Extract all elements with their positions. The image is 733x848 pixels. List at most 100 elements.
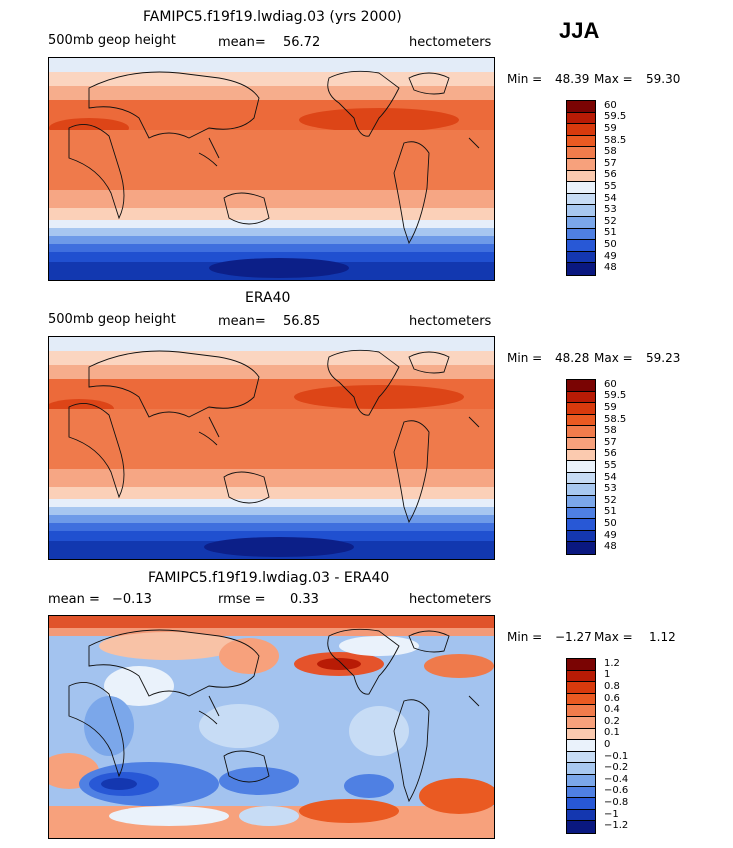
colorbar-swatch	[567, 147, 595, 159]
colorbar-label: 54	[604, 471, 617, 483]
panel1-min-value: 48.39	[555, 72, 590, 86]
colorbar-swatch	[567, 216, 595, 229]
colorbar-swatch	[567, 135, 595, 148]
colorbar-label: 59	[604, 123, 617, 134]
colorbar-label: 50	[604, 239, 617, 250]
colorbar-swatch	[567, 809, 595, 822]
colorbar-swatch	[567, 426, 595, 438]
colorbar-swatch	[567, 472, 595, 485]
panel3-rmse-label: rmse =	[218, 592, 266, 607]
panel1-map-field	[49, 58, 494, 280]
panel2-min-value: 48.28	[555, 351, 590, 365]
panel1-max-value: 59.30	[646, 72, 681, 86]
colorbar-label: 56	[604, 169, 617, 181]
colorbar-label: 57	[604, 157, 617, 169]
colorbar-label: 0.4	[604, 704, 620, 716]
colorbar-swatch	[567, 263, 595, 275]
colorbar-label: 0.1	[604, 727, 620, 739]
panel2-map-field	[49, 337, 494, 559]
colorbar-label: 51	[604, 227, 617, 239]
colorbar-swatch	[567, 228, 595, 241]
colorbar-label: 0.2	[604, 715, 620, 727]
colorbar-label: 1.2	[604, 657, 620, 669]
panel2-max-value: 59.23	[646, 351, 681, 365]
colorbar-label: 60	[604, 378, 617, 390]
colorbar-swatch	[567, 798, 595, 810]
colorbar-label: −1	[604, 808, 619, 820]
colorbar-label: 53	[604, 483, 617, 495]
colorbar-swatch	[567, 251, 595, 264]
panel2-min-label: Min =	[507, 351, 543, 365]
panel3-min-value: −1.27	[555, 630, 592, 644]
colorbar-swatch	[567, 507, 595, 520]
colorbar-label: 51	[604, 506, 617, 518]
colorbar-label: 49	[604, 529, 617, 541]
colorbar-swatch	[567, 786, 595, 799]
colorbar-label: 0	[604, 739, 611, 750]
colorbar-label: −0.1	[604, 750, 629, 762]
colorbar-swatch	[567, 193, 595, 206]
colorbar-swatch	[567, 240, 595, 252]
colorbar-label: −0.2	[604, 762, 629, 774]
colorbar-swatch	[567, 763, 595, 775]
colorbar-label: 54	[604, 192, 617, 204]
colorbar-swatch	[567, 112, 595, 125]
colorbar-label: 59.5	[604, 111, 627, 123]
colorbar-label: 48	[604, 541, 617, 553]
colorbar-label: 56	[604, 448, 617, 460]
colorbar-swatch	[567, 484, 595, 496]
panel2-mean-label: mean=	[218, 314, 266, 329]
colorbar-swatch	[567, 659, 595, 671]
panel2-title: ERA40	[245, 290, 291, 306]
panel1-min-label: Min =	[507, 72, 543, 86]
colorbar-swatch	[567, 821, 595, 833]
colorbar-label: 55	[604, 460, 617, 471]
panel2-max-label: Max =	[594, 351, 633, 365]
panel1-colorbar	[566, 100, 596, 276]
panel1-variable-label: 500mb geop height	[48, 33, 176, 48]
colorbar-swatch	[567, 542, 595, 554]
colorbar-label: 53	[604, 204, 617, 216]
panel1-max-label: Max =	[594, 72, 633, 86]
colorbar-swatch	[567, 530, 595, 543]
colorbar-swatch	[567, 751, 595, 764]
colorbar-swatch	[567, 449, 595, 462]
panel2-colorbar	[566, 379, 596, 555]
colorbar-swatch	[567, 158, 595, 171]
colorbar-swatch	[567, 380, 595, 392]
colorbar-swatch	[567, 774, 595, 787]
panel1-mean-value: 56.72	[283, 35, 321, 50]
colorbar-swatch	[567, 403, 595, 415]
colorbar-label: 58	[604, 425, 617, 437]
colorbar-label: 49	[604, 250, 617, 262]
colorbar-swatch	[567, 414, 595, 427]
panel3-min-label: Min =	[507, 630, 543, 644]
colorbar-label: 0.6	[604, 692, 620, 704]
colorbar-label: 52	[604, 494, 617, 506]
colorbar-label: 55	[604, 181, 617, 192]
panel3-rmse-value: 0.33	[290, 592, 319, 607]
colorbar-label: 48	[604, 262, 617, 274]
colorbar-swatch	[567, 124, 595, 136]
colorbar-swatch	[567, 437, 595, 450]
colorbar-label: −0.6	[604, 785, 629, 797]
colorbar-label: −1.2	[604, 820, 629, 832]
panel1-title: FAMIPC5.f19f19.lwdiag.03 (yrs 2000)	[143, 9, 402, 25]
colorbar-label: 59	[604, 402, 617, 413]
colorbar-label: 50	[604, 518, 617, 529]
colorbar-label: 1	[604, 669, 611, 681]
season-label: JJA	[559, 18, 600, 43]
colorbar-swatch	[567, 740, 595, 752]
colorbar-label: 52	[604, 215, 617, 227]
panel3-max-label: Max =	[594, 630, 633, 644]
colorbar-swatch	[567, 101, 595, 113]
colorbar-swatch	[567, 682, 595, 694]
panel3-mean-label: mean =	[48, 592, 100, 607]
colorbar-label: 58.5	[604, 413, 627, 425]
colorbar-label: 0.8	[604, 681, 620, 692]
panel3-max-value: 1.12	[649, 630, 676, 644]
colorbar-swatch	[567, 391, 595, 404]
colorbar-swatch	[567, 670, 595, 683]
colorbar-label: 59.5	[604, 390, 627, 402]
panel3-units: hectometers	[409, 592, 492, 607]
